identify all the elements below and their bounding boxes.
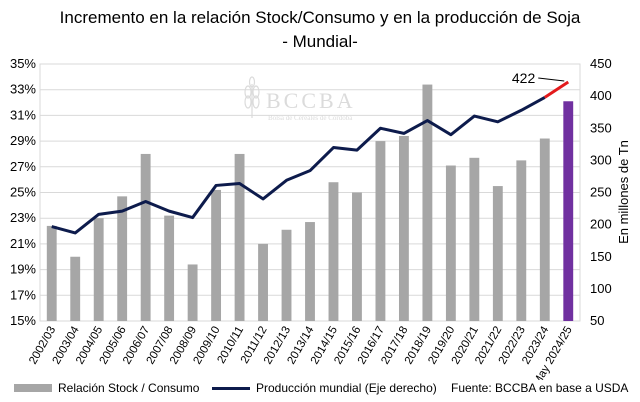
bar-200304 [70,256,81,321]
right-axis-ticks: 50 100 150 200 250 300 350 400 450 [590,56,612,328]
right-axis-label: En millones de Tn [616,140,631,244]
right-tick-label: 150 [590,249,612,264]
left-tick-label: 21% [10,236,36,251]
bar-200203 [46,225,57,321]
left-tick-label: 15% [10,313,36,328]
legend-label-line: Producción mundial (Eje derecho) [256,381,437,395]
legend-swatch-bar [14,384,52,392]
left-tick-label: 31% [10,107,36,122]
legend-item-produccion: Producción mundial (Eje derecho) [212,381,437,395]
bar-200708 [164,215,175,321]
left-axis-ticks: 15% 17% 19% 21% 23% 25% 27% 29% 31% 33% 35% [10,56,36,328]
bar-201617 [375,141,386,321]
bar-202425 [563,101,574,321]
watermark-logo-text: BCCBA [266,88,356,113]
bar-201415 [328,182,339,321]
bar-series [46,84,574,321]
bar-202324 [539,138,550,321]
bar-201011 [234,153,245,321]
bccba-watermark-logo: BCCBA Bolsa de Cereales de Córdoba [244,76,356,122]
bar-201516 [352,192,362,321]
annotation-422: 422 [512,70,565,86]
right-tick-label: 350 [590,120,612,135]
bar-201112 [258,243,268,321]
annotation-leader [538,77,565,82]
left-tick-label: 35% [10,56,36,71]
left-tick-label: 17% [10,287,36,302]
chart-canvas: BCCBA Bolsa de Cereales de Córdoba 15% 17… [10,56,631,380]
bar-200607 [140,153,151,321]
production-line [51,96,546,235]
legend: Relación Stock / Consumo Producción mund… [0,381,640,401]
right-tick-label: 250 [590,185,612,200]
left-tick-label: 19% [10,262,36,277]
bar-200405 [93,218,104,321]
chart-title-line1: Incremento en la relación Stock/Consumo … [59,8,581,27]
bar-201718 [398,135,409,321]
right-tick-label: 450 [590,56,612,71]
bar-201819 [422,84,433,321]
left-tick-label: 27% [10,159,36,174]
left-tick-label: 33% [10,82,36,97]
production-line-projection [543,80,570,99]
bar-200910 [211,189,222,321]
bar-200809 [187,264,198,321]
bar-202122 [492,186,503,321]
right-tick-label: 200 [590,217,612,232]
source-note: Fuente: BCCBA en base a USDA [451,381,628,395]
left-tick-label: 23% [10,210,36,225]
right-tick-label: 400 [590,88,612,103]
x-axis-ticks: 2002/032003/042004/052005/062006/072007/… [27,324,575,380]
source-text: Fuente: BCCBA en base a USDA [451,381,629,395]
bar-201920 [445,165,456,321]
annotation-label: 422 [512,70,536,86]
bar-202223 [516,160,527,321]
right-tick-label: 100 [590,281,612,296]
legend-item-stock-consumo: Relación Stock / Consumo [14,381,199,395]
left-tick-label: 25% [10,185,36,200]
right-tick-label: 50 [590,313,604,328]
legend-label-bar: Relación Stock / Consumo [58,381,200,395]
chart-title-line2: - Mundial- [282,32,358,51]
wheat-icon [244,76,260,118]
left-tick-label: 29% [10,133,36,148]
bar-201213 [281,229,292,321]
bar-200506 [117,196,128,321]
line-series [51,80,570,235]
grid-lines [39,63,581,322]
legend-swatch-line [212,386,250,390]
watermark-subtitle: Bolsa de Cereales de Córdoba [268,114,353,122]
bar-202021 [469,157,480,321]
bar-201314 [305,222,315,321]
right-tick-label: 300 [590,152,612,167]
